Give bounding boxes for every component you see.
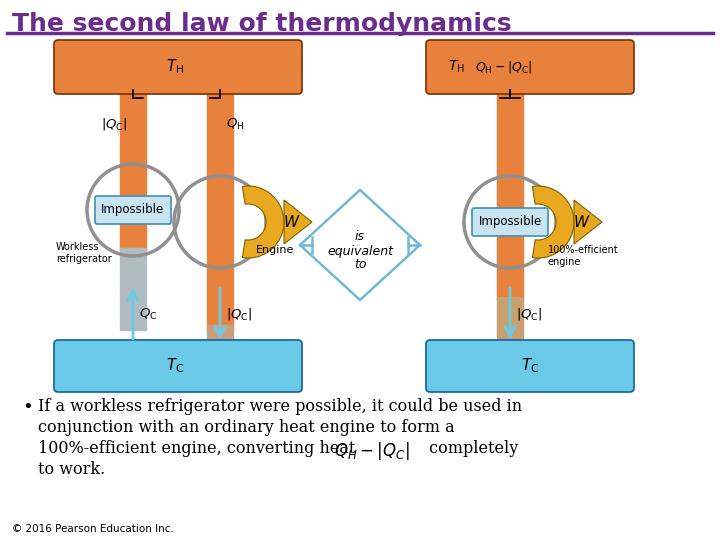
Text: •: • <box>22 398 32 416</box>
FancyBboxPatch shape <box>54 340 302 392</box>
FancyBboxPatch shape <box>472 208 548 236</box>
Text: If a workless refrigerator were possible, it could be used in: If a workless refrigerator were possible… <box>38 398 522 415</box>
Polygon shape <box>532 186 574 258</box>
Text: $T_\mathrm{C}$: $T_\mathrm{C}$ <box>166 356 184 375</box>
Text: $Q_\mathrm{H}$: $Q_\mathrm{H}$ <box>226 117 244 132</box>
Polygon shape <box>243 186 284 258</box>
Text: $W$: $W$ <box>573 214 591 230</box>
Text: completely: completely <box>424 440 518 457</box>
Polygon shape <box>574 200 602 244</box>
Text: 100%-efficient engine, converting heat: 100%-efficient engine, converting heat <box>38 440 361 457</box>
Text: to: to <box>354 259 366 272</box>
Text: © 2016 Pearson Education Inc.: © 2016 Pearson Education Inc. <box>12 524 174 534</box>
Text: $Q_\mathrm{H} - |Q_\mathrm{C}|$: $Q_\mathrm{H} - |Q_\mathrm{C}|$ <box>475 59 532 75</box>
FancyBboxPatch shape <box>426 340 634 392</box>
Bar <box>207 325 233 345</box>
Text: 100%-efficient
engine: 100%-efficient engine <box>548 245 618 267</box>
FancyBboxPatch shape <box>95 196 171 224</box>
Text: Impossible: Impossible <box>102 204 165 217</box>
Text: Engine: Engine <box>256 245 294 255</box>
Text: $Q_\mathrm{C}$: $Q_\mathrm{C}$ <box>139 306 158 321</box>
Text: $T_\mathrm{H}$: $T_\mathrm{H}$ <box>166 58 184 76</box>
Text: conjunction with an ordinary heat engine to form a: conjunction with an ordinary heat engine… <box>38 419 454 436</box>
Text: $W$: $W$ <box>283 214 301 230</box>
Text: $Q_H - |Q_C|$: $Q_H - |Q_C|$ <box>334 440 410 462</box>
Polygon shape <box>284 200 312 244</box>
Text: Impossible: Impossible <box>478 215 541 228</box>
Text: $|Q_\mathrm{C}|$: $|Q_\mathrm{C}|$ <box>101 116 127 132</box>
Bar <box>497 297 523 345</box>
Text: $T_\mathrm{H}$: $T_\mathrm{H}$ <box>448 59 465 75</box>
Bar <box>497 90 523 300</box>
Text: equivalent: equivalent <box>327 245 393 258</box>
Text: $|Q_\mathrm{C}|$: $|Q_\mathrm{C}|$ <box>516 306 542 322</box>
Text: Workless
refrigerator: Workless refrigerator <box>56 242 112 265</box>
Text: $T_\mathrm{C}$: $T_\mathrm{C}$ <box>521 356 539 375</box>
Text: is: is <box>355 231 365 244</box>
Text: to work.: to work. <box>38 461 105 478</box>
Bar <box>120 90 146 250</box>
Text: The second law of thermodynamics: The second law of thermodynamics <box>12 12 512 36</box>
Text: $|Q_\mathrm{C}|$: $|Q_\mathrm{C}|$ <box>226 306 253 322</box>
Bar <box>207 90 233 330</box>
FancyBboxPatch shape <box>426 40 634 94</box>
FancyBboxPatch shape <box>54 40 302 94</box>
Bar <box>120 248 146 330</box>
